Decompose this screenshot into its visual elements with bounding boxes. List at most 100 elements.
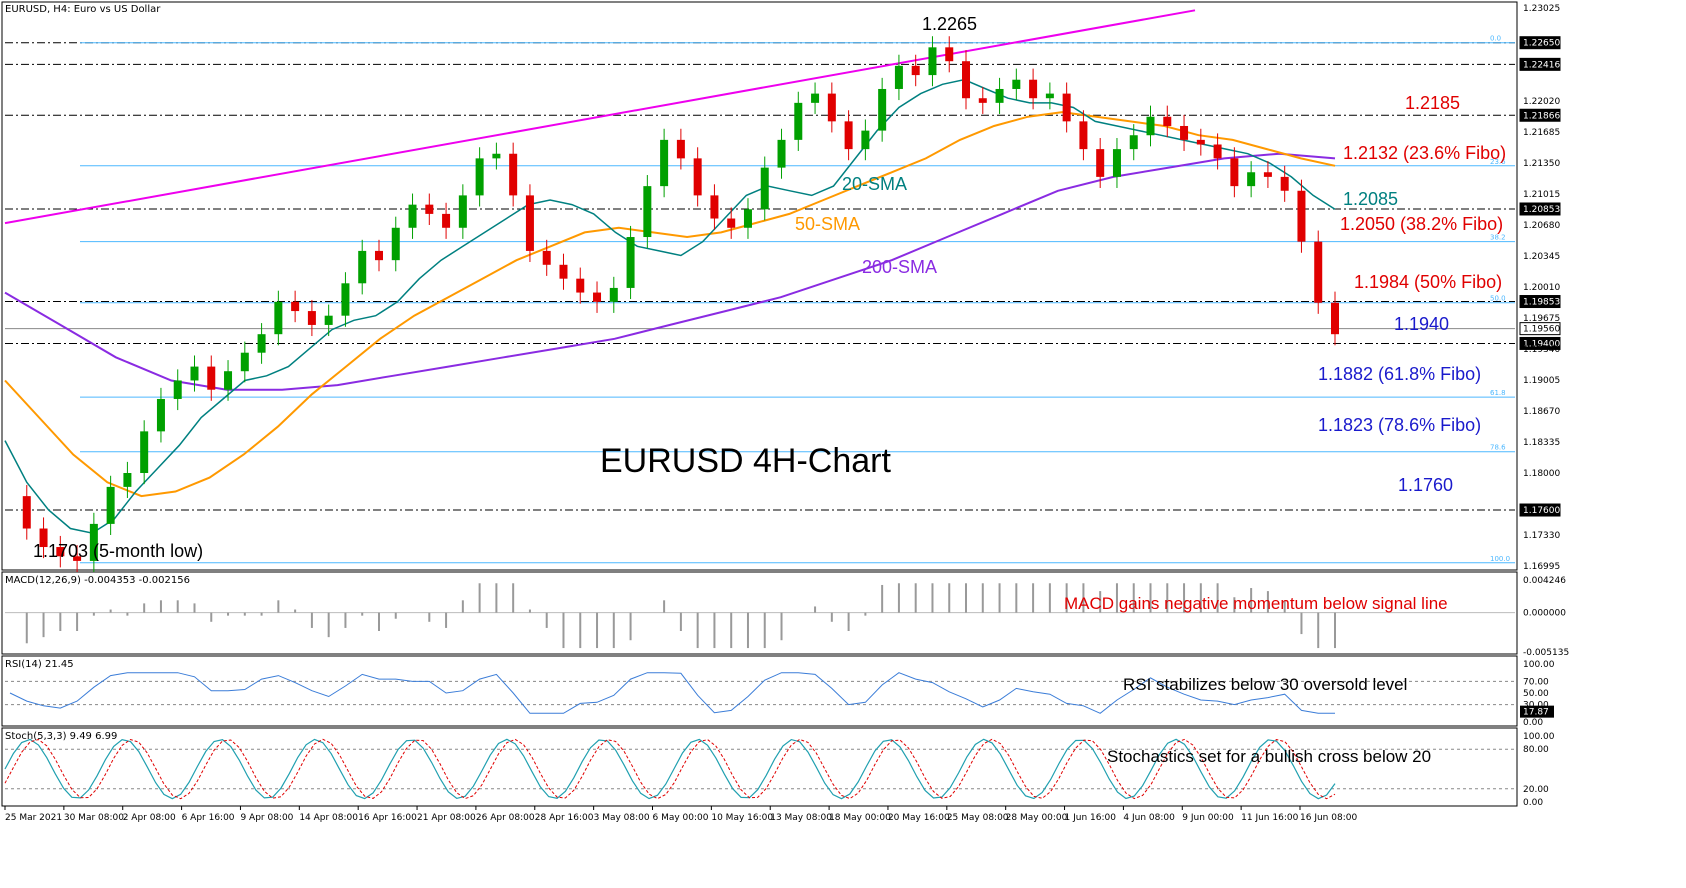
candle-body-58 (978, 98, 987, 103)
candle-body-76 (1280, 176, 1289, 191)
time-tick-21: 11 Jun 16:00 (1241, 813, 1298, 823)
candle-body-50 (844, 121, 853, 150)
annotation-level-2185: 1.2185 (1405, 93, 1460, 113)
candle-body-66 (1112, 149, 1121, 177)
price-tick-box-2 (1519, 57, 1561, 71)
candle-body-11 (190, 366, 199, 381)
candle-body-46 (777, 139, 786, 168)
price-tick-box-8 (1519, 202, 1561, 216)
candle-body-77 (1297, 190, 1306, 242)
stoch-tick-0: 100.00 (1523, 732, 1555, 742)
price-tick-15: 1.19400 (1523, 339, 1560, 349)
annotation-low: 1.1703 (5-month low) (33, 541, 203, 561)
candle-body-40 (676, 139, 685, 159)
price-tick-2: 1.22416 (1523, 60, 1560, 70)
candle-body-73 (1230, 158, 1239, 187)
candle-body-19 (324, 315, 333, 325)
price-tick-box-1 (1519, 36, 1561, 50)
price-tick-box-21 (1519, 503, 1561, 517)
candle-body-25 (425, 204, 434, 214)
candle-body-48 (811, 93, 820, 103)
candle-body-59 (995, 88, 1004, 103)
rsi-tick-1: 70.00 (1523, 677, 1549, 687)
stoch-tick-2: 20.00 (1523, 785, 1549, 795)
time-tick-2: 2 Apr 08:00 (123, 813, 176, 823)
candle-body-36 (609, 287, 618, 302)
price-tick-13: 1.19675 (1523, 314, 1560, 324)
fibo-level-label-4: 61.8 (1490, 389, 1506, 397)
annotation-sma200: 200-SMA (862, 257, 937, 277)
candle-body-13 (224, 371, 233, 390)
price-tick-8: 1.20853 (1523, 205, 1560, 215)
price-tick-0: 1.23025 (1523, 4, 1560, 14)
candle-body-45 (760, 167, 769, 210)
candle-body-56 (945, 47, 954, 62)
candle-body-28 (475, 158, 484, 196)
rsi-tick-3: 30.00 (1523, 701, 1549, 711)
annotation-level-1760: 1.1760 (1398, 475, 1453, 495)
candle-body-54 (911, 65, 920, 76)
rsi-line (9, 672, 1335, 714)
rsi-current-value: 17.87 (1523, 708, 1549, 718)
price-tick-box-15 (1519, 336, 1561, 350)
candle-body-6 (106, 486, 115, 524)
price-tick-1: 1.22650 (1523, 39, 1560, 49)
stoch-tick-3: 0.00 (1523, 798, 1543, 808)
candle-body-1 (22, 496, 31, 529)
time-axis: 25 Mar 2021 30 Mar 08:002 Apr 08:00 6 Apr … (4, 806, 1357, 823)
fibo-level-label-5: 78.6 (1490, 444, 1506, 452)
candle-body-12 (207, 366, 216, 390)
candle-body-23 (391, 227, 400, 261)
candle-body-34 (576, 278, 585, 293)
candle-body-30 (509, 153, 518, 196)
candle-body-55 (928, 47, 937, 76)
candle-body-18 (307, 311, 316, 325)
candle-body-63 (1062, 93, 1071, 122)
time-tick-17: 28 May 00:00 (1006, 813, 1068, 823)
candle-body-74 (1247, 172, 1256, 187)
stochastic-indicator: 100.00 80.00 20.00 0.00 (4, 732, 1555, 808)
price-tick-box-12 (1519, 295, 1561, 309)
candle-body-68 (1146, 116, 1155, 136)
annotation-sma50: 50-SMA (795, 214, 860, 234)
candle-body-29 (492, 153, 501, 159)
annotation-high: 1.2265 (922, 14, 977, 34)
candle-body-75 (1263, 172, 1272, 177)
time-tick-8: 26 Apr 08:00 (476, 813, 535, 823)
price-candles (22, 36, 1339, 573)
sma50-line (4, 111, 1336, 498)
horizontal-level-lines (5, 42, 1515, 511)
annotation-level-1823: 1.1823 (78.6% Fibo) (1318, 415, 1481, 435)
time-tick-5: 14 Apr 08:00 (299, 813, 358, 823)
rsi-panel-frame (1, 655, 1518, 727)
time-tick-16: 25 May 08:00 (947, 813, 1009, 823)
time-tick-13: 13 May 08:00 (770, 813, 832, 823)
price-tick-23: 1.16995 (1523, 562, 1560, 572)
main-panel-header: EURUSD, H4: Euro vs US Dollar (5, 4, 161, 15)
fibonacci-levels: 0.0 23.6 38.2 50.0 61.8 78.6 100.0 (80, 35, 1515, 564)
macd-panel-frame (1, 571, 1518, 655)
price-tick-3: 1.22020 (1523, 97, 1560, 107)
candle-body-37 (626, 237, 635, 288)
rsi-tick-0: 100.00 (1523, 660, 1555, 670)
candle-body-78 (1314, 241, 1323, 303)
stoch-panel-frame (1, 727, 1518, 807)
price-tick-box-4 (1519, 108, 1561, 122)
annotation-level-1882: 1.1882 (61.8% Fibo) (1318, 364, 1481, 384)
candle-body-41 (693, 158, 702, 196)
annotation-level-2132: 1.2132 (23.6% Fibo) (1343, 143, 1506, 163)
candle-body-72 (1213, 144, 1222, 159)
price-tick-box-14 (1519, 322, 1561, 336)
trendline-path (4, 9, 1196, 225)
stoch-d-line (4, 738, 1336, 800)
macd-panel-header: MACD(12,26,9) -0.004353 -0.002156 (5, 575, 190, 586)
stoch-tick-1: 80.00 (1523, 745, 1549, 755)
candle-body-27 (458, 195, 467, 228)
candle-body-21 (358, 250, 367, 284)
macd-note: MACD gains negative momentum below signa… (1064, 594, 1448, 613)
time-tick-22: 16 Jun 08:00 (1300, 813, 1357, 823)
rsi-note: RSI stabilizes below 30 oversold level (1123, 675, 1407, 694)
rsi-tick-2: 50.00 (1523, 689, 1549, 699)
candle-body-9 (156, 398, 165, 432)
annotation-sma20: 20-SMA (842, 174, 907, 194)
